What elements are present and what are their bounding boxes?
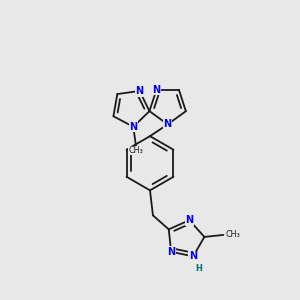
Text: N: N bbox=[164, 119, 172, 129]
Text: N: N bbox=[185, 215, 194, 225]
Text: H: H bbox=[195, 264, 202, 273]
Text: CH₃: CH₃ bbox=[129, 146, 143, 155]
Text: CH₃: CH₃ bbox=[226, 230, 241, 239]
Text: N: N bbox=[167, 247, 175, 257]
Text: N: N bbox=[152, 85, 160, 95]
Text: N: N bbox=[136, 86, 144, 96]
Text: N: N bbox=[129, 122, 137, 132]
Text: N: N bbox=[189, 251, 197, 261]
